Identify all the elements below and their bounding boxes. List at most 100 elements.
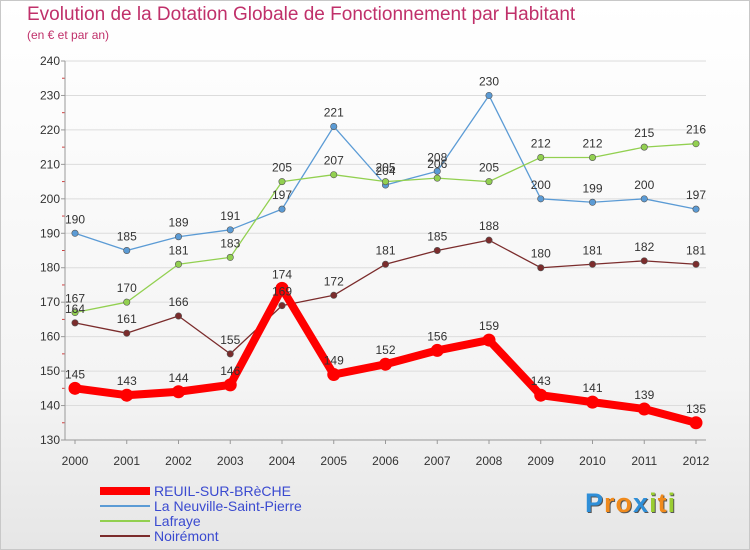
data-label: 143	[117, 374, 137, 388]
data-point	[175, 233, 183, 241]
data-point	[640, 257, 648, 265]
data-label: 189	[168, 216, 188, 230]
data-label: 205	[375, 161, 395, 175]
data-label: 208	[427, 150, 447, 164]
y-tick-label: 220	[40, 123, 60, 137]
data-label: 181	[582, 243, 602, 257]
data-point	[588, 198, 596, 206]
data-point	[692, 205, 700, 213]
data-point	[330, 122, 338, 130]
data-point	[588, 153, 596, 161]
data-point	[485, 91, 493, 99]
x-tick-label: 2000	[62, 454, 89, 468]
data-label: 156	[427, 329, 447, 343]
legend-entry: La Neuville-Saint-Pierre	[154, 498, 302, 514]
data-point	[640, 143, 648, 151]
x-tick-label: 2006	[372, 454, 399, 468]
data-point	[692, 260, 700, 268]
data-point	[226, 350, 234, 358]
logo-letter: P	[585, 488, 605, 518]
y-tick-label: 210	[40, 157, 60, 171]
x-tick-label: 2003	[217, 454, 244, 468]
data-point	[330, 171, 338, 179]
data-point	[485, 236, 493, 244]
data-point	[482, 333, 496, 347]
data-label: 230	[479, 74, 499, 88]
data-point	[433, 174, 441, 182]
data-point	[379, 357, 392, 371]
data-label: 207	[324, 154, 344, 168]
data-label: 205	[272, 161, 292, 175]
data-label: 205	[479, 161, 499, 175]
data-point	[123, 247, 131, 255]
y-tick-label: 240	[40, 54, 60, 68]
y-tick-label: 130	[40, 433, 60, 447]
data-label: 191	[220, 209, 240, 223]
data-label: 181	[686, 243, 706, 257]
logo-letter: t	[657, 488, 668, 518]
data-point	[275, 281, 289, 295]
data-label: 185	[427, 230, 447, 244]
chart-title: Evolution de la Dotation Globale de Fonc…	[27, 4, 576, 25]
data-label: 155	[220, 333, 240, 347]
data-label: 169	[272, 285, 292, 299]
logo-letter: o	[615, 488, 634, 518]
data-point	[175, 260, 183, 268]
data-point	[278, 205, 286, 213]
x-tick-label: 2011	[631, 454, 657, 468]
data-point	[689, 416, 703, 430]
logo-letter: i	[667, 488, 677, 518]
axes: 130 140 150 160 170 180 190 200 210 220 230 240 2000…	[40, 54, 710, 468]
x-tick-label: 2012	[683, 454, 710, 468]
data-point	[71, 229, 79, 237]
data-label: 197	[272, 188, 292, 202]
data-label: 199	[582, 181, 602, 195]
data-label: 145	[65, 367, 85, 381]
data-point	[640, 195, 648, 203]
x-tick-label: 2008	[476, 454, 503, 468]
y-tick-label: 230	[40, 88, 60, 102]
data-label: 159	[479, 319, 499, 333]
data-label: 139	[634, 388, 654, 402]
legend-entry: Lafraye	[154, 513, 201, 529]
data-label: 167	[65, 292, 85, 306]
data-label: 170	[117, 281, 137, 295]
data-point	[123, 329, 131, 337]
data-point	[330, 291, 338, 299]
data-point	[586, 395, 599, 409]
data-point	[278, 302, 286, 310]
data-label: 174	[272, 267, 292, 281]
grid-lines	[65, 60, 706, 441]
legend-entry: Noirémont	[154, 528, 219, 544]
data-label: 144	[168, 371, 188, 385]
data-label: 183	[220, 236, 240, 250]
x-tick-label: 2010	[579, 454, 606, 468]
logo-letter: i	[649, 488, 658, 518]
proxiti-logo: Proxiti	[585, 488, 676, 519]
data-point	[485, 178, 493, 186]
data-point	[637, 402, 651, 416]
data-label: 212	[531, 136, 551, 150]
data-point	[537, 195, 545, 203]
data-point	[175, 312, 183, 320]
data-point	[381, 178, 389, 186]
series-layer	[68, 91, 703, 430]
data-label: 143	[531, 374, 551, 388]
data-point	[692, 140, 700, 148]
data-label: 182	[634, 240, 654, 254]
data-label: 200	[634, 178, 654, 192]
data-label: 161	[117, 312, 137, 326]
data-point	[278, 178, 286, 186]
data-point	[588, 260, 596, 268]
data-label: 181	[375, 243, 395, 257]
y-tick-label: 190	[40, 226, 60, 240]
data-point	[430, 343, 444, 357]
x-tick-label: 2007	[424, 454, 451, 468]
data-point	[534, 388, 548, 402]
data-point	[226, 253, 234, 261]
data-label: 206	[427, 157, 447, 171]
data-label: 216	[686, 123, 706, 137]
